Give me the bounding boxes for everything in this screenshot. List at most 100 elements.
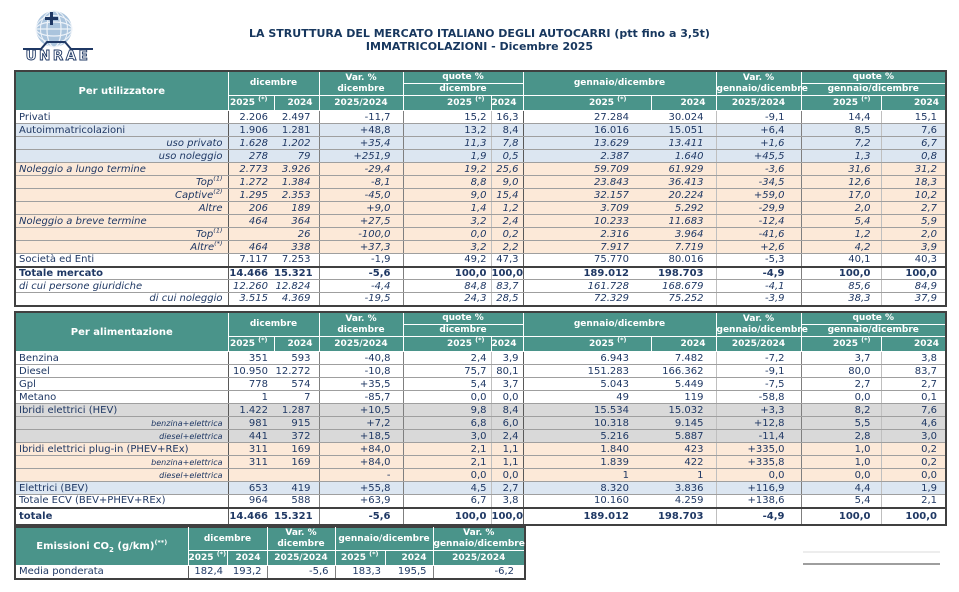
cell-value: 3.926 bbox=[274, 162, 320, 176]
cell-value: 3,9 bbox=[881, 240, 947, 254]
col-year-2024: 2024 bbox=[490, 95, 524, 111]
col-year-2025: 2025 (*) bbox=[227, 95, 275, 111]
col-var-gennaio-dicembre: Var. % gennaio/dicembre bbox=[432, 526, 526, 551]
cell-value: +59,0 bbox=[716, 188, 802, 202]
cell-value: 3,0 bbox=[881, 429, 947, 443]
cell-value: 2,0 bbox=[801, 201, 882, 215]
cell-value: 16,3 bbox=[491, 110, 524, 124]
cell-value: 2.206 bbox=[228, 110, 274, 124]
col-year-2025: 2025 (*) bbox=[227, 336, 275, 352]
cell-value: -4,4 bbox=[319, 279, 404, 293]
cell-value: +27,5 bbox=[319, 214, 404, 228]
table-row: Noleggio a lungo termine 2.773 3.926 -29,4 1… bbox=[15, 162, 947, 176]
col-quote-gennaio-dicembre: quote % bbox=[800, 311, 947, 325]
cell-value: 1.640 bbox=[651, 149, 717, 163]
cell-value: 1.295 bbox=[228, 188, 274, 202]
table-row: Privati 2.206 2.497 -11,7 15,2 16,3 27.284 30.0… bbox=[15, 110, 947, 124]
cell-value: 15.032 bbox=[651, 403, 717, 417]
col-var-gennaio-dicembre: Var. % gennaio/dicembre bbox=[715, 70, 808, 96]
cell-value: 61.929 bbox=[651, 162, 717, 176]
col-gennaio-dicembre: gennaio/dicembre bbox=[522, 70, 717, 96]
cell-value: 311 bbox=[228, 442, 274, 456]
cell-value: 1.422 bbox=[228, 403, 274, 417]
cell-value: 11,3 bbox=[403, 136, 492, 150]
cell-value: 0,0 bbox=[881, 468, 947, 482]
cell-value: 2,8 bbox=[801, 429, 882, 443]
cell-value: 1,2 bbox=[801, 227, 882, 241]
per-utilizzatore-table: Per utilizzatore dicembre Var. % dicembre… bbox=[14, 70, 948, 307]
col-dicembre: dicembre bbox=[227, 311, 320, 337]
row-label: Altre(*) bbox=[15, 240, 229, 254]
cell-value: +3,3 bbox=[716, 403, 802, 417]
cell-value: 3,8 bbox=[881, 351, 947, 365]
table2-body: Benzina 351 593 -40,8 2,4 3,9 6.943 7.482 -7,2 3,… bbox=[15, 351, 947, 525]
row-label: Gpl bbox=[15, 377, 229, 391]
table-row: Ibridi elettrici plug-in (PHEV+REx) 311 16… bbox=[15, 442, 947, 456]
row-label: Autoimmatricolazioni bbox=[15, 123, 229, 137]
divider-line-light bbox=[803, 551, 940, 553]
cell-value: 5,4 bbox=[801, 214, 882, 228]
cell-value: 981 bbox=[228, 416, 274, 430]
cell-value: 3,9 bbox=[491, 351, 524, 365]
cell-value: +35,5 bbox=[319, 377, 404, 391]
table1-body: Privati 2.206 2.497 -11,7 15,2 16,3 27.284 30.0… bbox=[15, 110, 947, 306]
cell-value: 7.482 bbox=[651, 351, 717, 365]
cell-value: 4.369 bbox=[274, 292, 320, 306]
cell-value: 12.260 bbox=[228, 279, 274, 293]
cell-value: 23.843 bbox=[523, 175, 651, 189]
cell-value: 40,3 bbox=[881, 253, 947, 267]
per-alimentazione-section: Per alimentazione dicembre Var. % dicembr… bbox=[14, 311, 948, 526]
cell-value: +7,2 bbox=[319, 416, 404, 430]
table2-title: Per alimentazione bbox=[14, 311, 229, 352]
cell-value: 4,5 bbox=[403, 481, 492, 495]
cell-value: 5,4 bbox=[403, 377, 492, 391]
cell-value: 9.145 bbox=[651, 416, 717, 430]
cell-value: 32.157 bbox=[523, 188, 651, 202]
cell-value: 151.283 bbox=[523, 364, 651, 378]
divider-line-dark bbox=[803, 563, 940, 565]
col-var-dicembre: Var. % dicembre bbox=[318, 311, 404, 337]
cell-value: -4,1 bbox=[716, 279, 802, 293]
cell-value: 20.224 bbox=[651, 188, 717, 202]
cell-value: 0,8 bbox=[881, 149, 947, 163]
report-title-line1: LA STRUTTURA DEL MERCATO ITALIANO DEGLI … bbox=[249, 27, 710, 40]
cell-value: 1,0 bbox=[801, 442, 882, 456]
cell-value: 0,0 bbox=[491, 390, 524, 404]
cell-value: 2,7 bbox=[491, 481, 524, 495]
cell-value: -85,7 bbox=[319, 390, 404, 404]
cell-value: +84,0 bbox=[319, 442, 404, 456]
cell-value: 2,7 bbox=[881, 377, 947, 391]
cell-value: -6,2 bbox=[433, 565, 526, 579]
cell-value: 38,3 bbox=[801, 292, 882, 306]
cell-value: 15,2 bbox=[403, 110, 492, 124]
cell-value: -19,5 bbox=[319, 292, 404, 306]
cell-value: 5,5 bbox=[801, 416, 882, 430]
col-gennaio-dicembre: gennaio/dicembre bbox=[334, 526, 434, 551]
cell-value: 83,7 bbox=[881, 364, 947, 378]
col-year-2024: 2024 bbox=[490, 336, 524, 352]
cell-value: 8,4 bbox=[491, 123, 524, 137]
row-label: Altre bbox=[15, 201, 229, 215]
col-year-2025: 2025 (*) bbox=[800, 336, 882, 352]
cell-value: +251,9 bbox=[319, 149, 404, 163]
cell-value: 7.719 bbox=[651, 240, 717, 254]
cell-value: -40,8 bbox=[319, 351, 404, 365]
cell-value bbox=[228, 468, 274, 482]
col-ratio: 2025/2024 bbox=[715, 336, 802, 352]
cell-value: 15.321 bbox=[274, 506, 320, 525]
cell-value: 5.887 bbox=[651, 429, 717, 443]
cell-value: 182,4 bbox=[188, 565, 227, 579]
cell-value: 6.943 bbox=[523, 351, 651, 365]
cell-value: 1.281 bbox=[274, 123, 320, 137]
cell-value: 464 bbox=[228, 214, 274, 228]
cell-value: 84,9 bbox=[881, 279, 947, 293]
cell-value: 12.272 bbox=[274, 364, 320, 378]
col-ratio: 2025/2024 bbox=[318, 336, 404, 352]
cell-value: 14.466 bbox=[228, 265, 274, 280]
cell-value: 9,8 bbox=[403, 403, 492, 417]
cell-value: 49 bbox=[523, 390, 651, 404]
cell-value: 15.051 bbox=[651, 123, 717, 137]
col-year-2024: 2024 bbox=[650, 95, 717, 111]
table-row: Media ponderata 182,4 193,2 -5,6 183,3 195,5-… bbox=[15, 565, 526, 579]
cell-value: 7,8 bbox=[491, 136, 524, 150]
